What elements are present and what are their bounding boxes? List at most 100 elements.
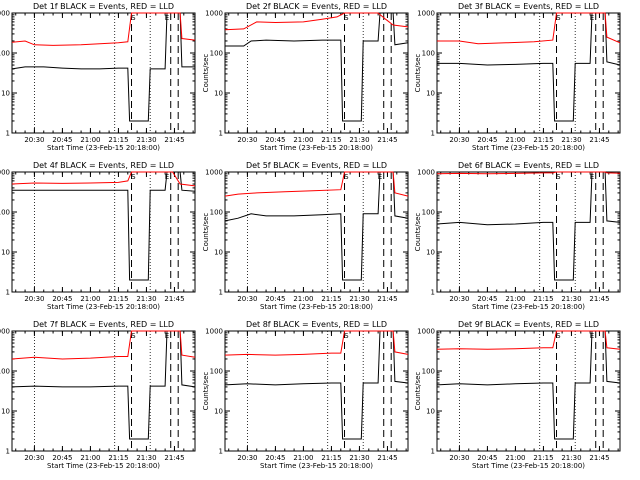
marker-label-e: E bbox=[378, 173, 382, 181]
series-line-lld bbox=[224, 330, 409, 356]
y-tick-label: 1 bbox=[219, 448, 223, 456]
x-axis-label: Start Time (23-Feb-15 20:18:00) bbox=[472, 462, 585, 470]
series-line-events bbox=[11, 12, 195, 122]
y-tick-label: 100 bbox=[422, 209, 435, 217]
plot-frame bbox=[11, 12, 196, 134]
x-axis-label: Start Time (23-Feb-15 20:18:00) bbox=[260, 144, 373, 152]
x-tick-label: 21:45 bbox=[589, 136, 609, 144]
y-tick-label: 1 bbox=[6, 289, 10, 297]
x-tick-label: 20:45 bbox=[477, 136, 497, 144]
marker-label-s: S bbox=[556, 14, 561, 22]
y-tick-label: 1 bbox=[219, 130, 223, 138]
x-tick-label: 21:30 bbox=[349, 454, 369, 462]
y-tick-label: 1000 bbox=[417, 169, 435, 177]
y-tick-label: 100 bbox=[0, 368, 10, 376]
y-tick-label: 1000 bbox=[0, 169, 10, 177]
y-tick-label: 10 bbox=[1, 90, 10, 98]
y-tick-label: 10 bbox=[1, 249, 10, 257]
x-tick-label: 21:15 bbox=[321, 295, 341, 303]
x-tick-label: 21:30 bbox=[349, 136, 369, 144]
x-tick-label: 20:30 bbox=[449, 454, 469, 462]
series-line-events bbox=[436, 330, 621, 440]
x-tick-label: 21:15 bbox=[108, 295, 128, 303]
x-tick-label: 21:00 bbox=[80, 295, 100, 303]
panel-title: Det 8f BLACK = Events, RED = LLD bbox=[246, 320, 387, 329]
panel-title: Det 3f BLACK = Events, RED = LLD bbox=[458, 2, 599, 11]
x-tick-label: 20:45 bbox=[265, 454, 285, 462]
y-tick-label: 100 bbox=[0, 50, 10, 58]
y-tick-label: 10 bbox=[426, 90, 435, 98]
panel-title: Det 6f BLACK = Events, RED = LLD bbox=[458, 161, 599, 170]
panel-det-4: Det 4f BLACK = Events, RED = LLD 1 10 100 10… bbox=[0, 161, 196, 311]
x-tick-label: 20:45 bbox=[52, 295, 72, 303]
y-tick-label: 1 bbox=[219, 289, 223, 297]
marker-label-s: S bbox=[344, 173, 349, 181]
marker-label-s: S bbox=[556, 173, 561, 181]
x-tick-label: 20:45 bbox=[265, 136, 285, 144]
marker-label-s: S bbox=[131, 14, 136, 22]
y-tick-label: 1 bbox=[6, 130, 10, 138]
marker-label-e: E bbox=[165, 332, 169, 340]
x-axis-label: Start Time (23-Feb-15 20:18:00) bbox=[47, 303, 160, 311]
marker-label-s: S bbox=[131, 332, 136, 340]
series-line-lld bbox=[436, 330, 621, 350]
plot-frame bbox=[436, 171, 621, 293]
y-tick-label: 100 bbox=[422, 368, 435, 376]
series-line-lld bbox=[436, 171, 621, 175]
x-tick-label: 21:45 bbox=[377, 136, 397, 144]
x-tick-label: 21:30 bbox=[349, 295, 369, 303]
x-tick-label: 21:30 bbox=[136, 454, 156, 462]
y-axis-label: Counts/sec bbox=[414, 213, 422, 252]
marker-label-s: S bbox=[556, 332, 561, 340]
x-tick-label: 21:45 bbox=[377, 295, 397, 303]
x-tick-label: 20:30 bbox=[449, 136, 469, 144]
x-tick-label: 21:30 bbox=[561, 295, 581, 303]
y-tick-label: 1000 bbox=[205, 169, 223, 177]
x-tick-label: 20:30 bbox=[449, 295, 469, 303]
x-tick-label: 20:45 bbox=[52, 136, 72, 144]
marker-label-e: E bbox=[590, 14, 594, 22]
x-tick-label: 21:15 bbox=[321, 136, 341, 144]
y-tick-label: 10 bbox=[426, 408, 435, 416]
x-axis-label: Start Time (23-Feb-15 20:18:00) bbox=[47, 144, 160, 152]
x-tick-label: 21:45 bbox=[589, 454, 609, 462]
plot-frame bbox=[224, 330, 409, 452]
y-axis-label: Counts/sec bbox=[414, 372, 422, 411]
x-tick-label: 21:30 bbox=[136, 295, 156, 303]
x-tick-label: 21:15 bbox=[108, 136, 128, 144]
x-tick-label: 20:45 bbox=[477, 295, 497, 303]
panel-title: Det 1f BLACK = Events, RED = LLD bbox=[33, 2, 174, 11]
y-tick-label: 100 bbox=[210, 50, 223, 58]
y-tick-label: 10 bbox=[1, 408, 10, 416]
y-axis-label: Counts/sec bbox=[414, 54, 422, 93]
y-tick-label: 1000 bbox=[0, 328, 10, 336]
panel-det-8: Det 8f BLACK = Events, RED = LLD 1 10 100 10… bbox=[202, 320, 409, 470]
marker-label-s: S bbox=[344, 332, 349, 340]
plot-frame bbox=[11, 171, 196, 293]
y-tick-label: 10 bbox=[214, 90, 223, 98]
series-line-events bbox=[437, 12, 621, 122]
x-tick-label: 21:00 bbox=[80, 454, 100, 462]
x-tick-label: 21:15 bbox=[108, 454, 128, 462]
y-tick-label: 100 bbox=[422, 50, 435, 58]
y-tick-label: 1000 bbox=[417, 10, 435, 18]
x-tick-label: 21:00 bbox=[293, 295, 313, 303]
x-tick-label: 20:30 bbox=[237, 295, 257, 303]
x-tick-label: 21:00 bbox=[505, 295, 525, 303]
x-tick-label: 21:30 bbox=[561, 136, 581, 144]
x-tick-label: 21:45 bbox=[164, 136, 184, 144]
panel-title: Det 9f BLACK = Events, RED = LLD bbox=[458, 320, 599, 329]
y-tick-label: 10 bbox=[426, 249, 435, 257]
x-tick-label: 20:30 bbox=[24, 454, 44, 462]
marker-label-e: E bbox=[590, 332, 594, 340]
series-line-events bbox=[436, 171, 621, 281]
y-axis-label: Counts/sec bbox=[202, 213, 210, 252]
marker-label-s: S bbox=[344, 14, 349, 22]
x-tick-label: 21:00 bbox=[80, 136, 100, 144]
x-tick-label: 21:15 bbox=[533, 136, 553, 144]
x-tick-label: 21:00 bbox=[293, 454, 313, 462]
panel-det-2: Det 2f BLACK = Events, RED = LLD 1 10 100 10… bbox=[202, 2, 409, 152]
x-tick-label: 20:30 bbox=[237, 136, 257, 144]
series-line-lld bbox=[224, 12, 409, 31]
y-axis-label: Counts/sec bbox=[202, 54, 210, 93]
